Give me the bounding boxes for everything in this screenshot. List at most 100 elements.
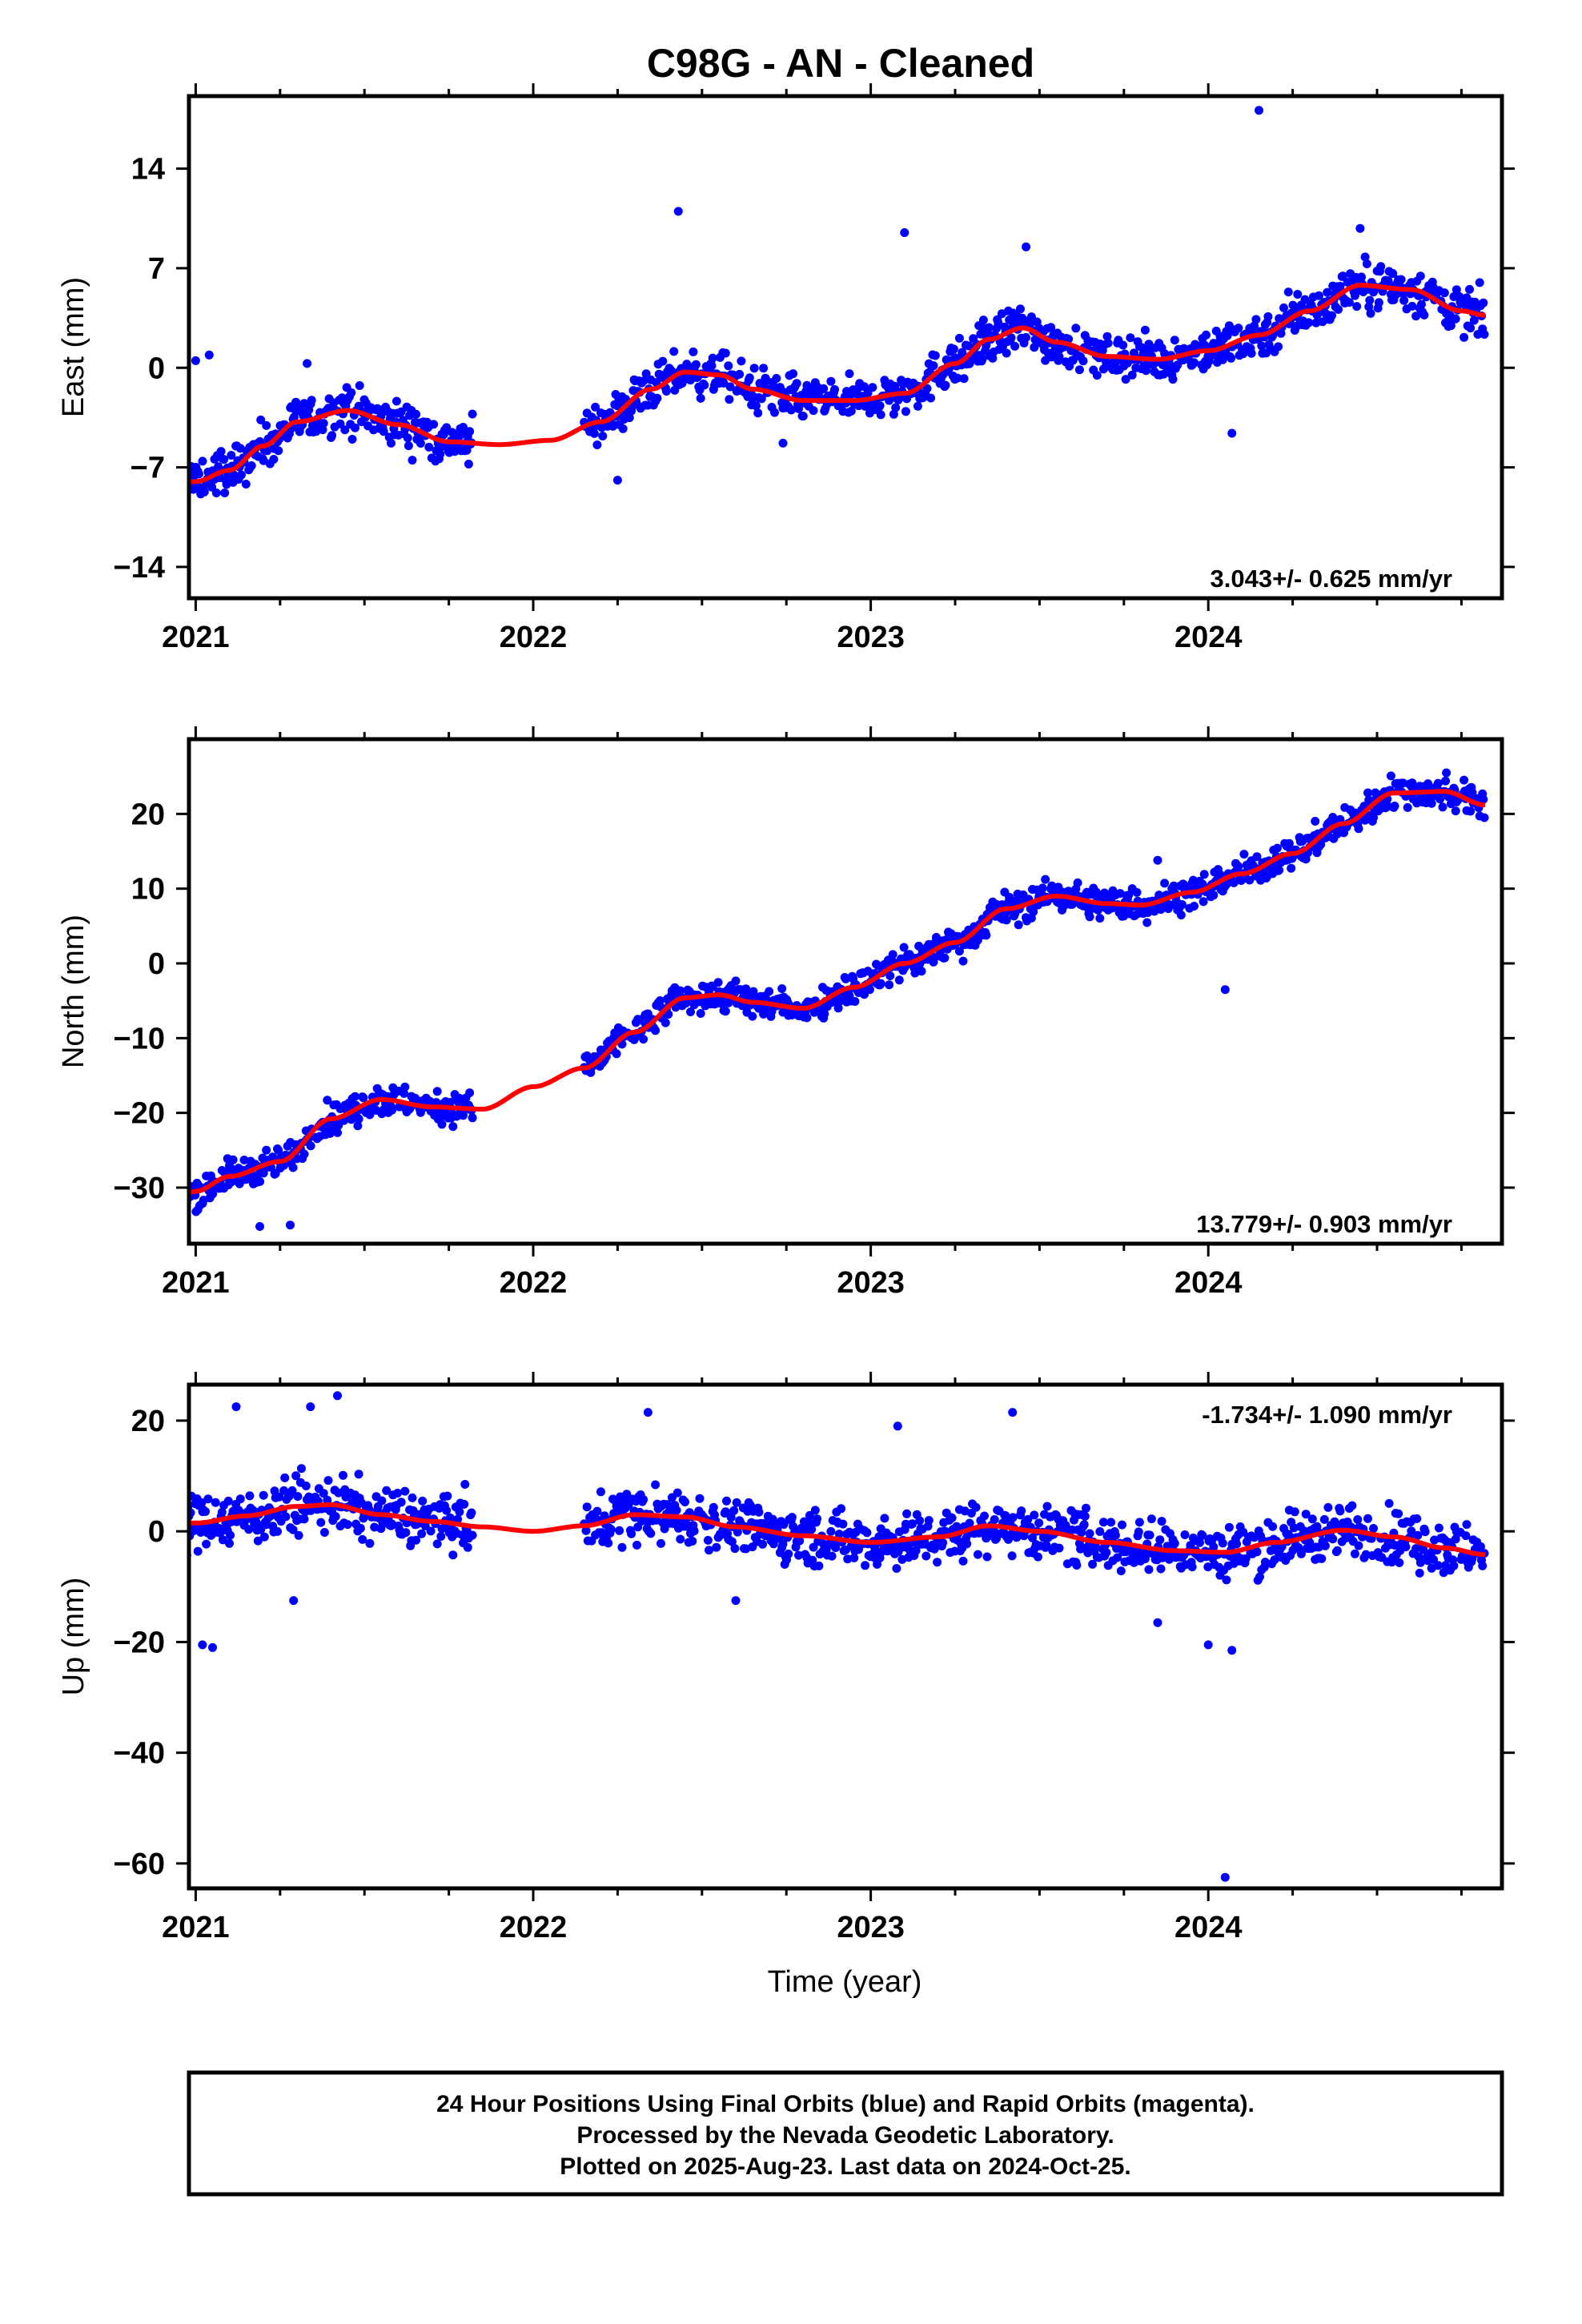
data-point [436,1532,446,1541]
data-point [1344,298,1354,308]
data-point [1412,1514,1422,1523]
data-point [1374,298,1383,308]
data-point [1118,1520,1126,1530]
data-point [331,1512,340,1522]
data-point [591,402,600,412]
data-point [1423,779,1433,789]
data-point [274,1145,283,1155]
data-point [387,438,396,448]
data-point [652,393,662,403]
data-point [354,1470,363,1479]
data-point [259,1532,269,1542]
data-point [219,455,229,464]
data-point [175,491,183,500]
y-tick-label: 10 [131,873,165,907]
data-point [1452,285,1461,295]
data-point [167,1530,176,1539]
y-tick-label: −7 [130,452,165,485]
data-point [262,420,271,430]
data-point-outlier [289,1596,299,1606]
data-point [1252,852,1262,862]
data-point-outlier [893,1421,902,1431]
data-point [1323,1502,1333,1512]
data-point [465,427,475,436]
data-point [173,468,182,477]
data-point [688,1537,697,1546]
data-point [1142,366,1150,376]
data-point [1023,1514,1033,1524]
data-point [1480,813,1489,822]
data-point [1415,1558,1425,1567]
data-point [1301,1510,1311,1519]
data-point [735,369,745,379]
x-tick-label: 2023 [837,1911,905,1944]
data-point [1279,303,1288,312]
data-point [1007,1551,1017,1561]
data-point [1395,1558,1404,1567]
data-point [256,415,266,424]
up-plot-frame [187,1382,1504,1891]
data-point [802,1013,812,1023]
data-point [655,996,665,1005]
data-point [748,1011,757,1021]
data-point [809,406,818,416]
data-point [420,1521,430,1530]
data-point [731,976,741,986]
data-point [339,1470,347,1480]
y-tick-label: 20 [131,1405,165,1438]
data-point [464,460,473,468]
data-point [170,1198,179,1207]
data-point [412,409,421,419]
data-point [287,1486,297,1495]
data-point [365,1538,375,1548]
data-point [627,1529,636,1538]
data-point [894,975,904,985]
x-tick-label: 2023 [837,1266,905,1300]
data-point [177,488,186,497]
data-point [1234,324,1243,333]
data-point [294,1530,303,1540]
data-point [1449,1561,1459,1570]
data-point [1022,332,1030,342]
data-point [179,485,187,493]
data-point [794,404,803,413]
data-point [784,1549,793,1558]
data-point [1178,900,1186,909]
data-point [262,1145,271,1155]
data-point [1202,330,1211,340]
data-point [273,1526,282,1536]
data-point-outlier [1255,106,1263,115]
data-point [938,1538,948,1547]
x-tick-label: 2021 [162,1911,230,1944]
data-point [681,1498,689,1506]
data-point [1222,1575,1231,1585]
data-point [391,396,401,406]
data-point [1042,1541,1051,1550]
data-point [1005,892,1014,902]
data-point [1116,1566,1126,1576]
data-point [639,1035,648,1044]
data-point [1160,879,1170,888]
data-point [1438,802,1447,812]
data-point [201,1507,210,1516]
data-point [1417,300,1426,309]
data-point [1465,284,1474,294]
footer-line-3: Plotted on 2025-Aug-23. Last data on 202… [560,2153,1131,2180]
data-point [901,407,910,416]
data-point [1334,304,1343,314]
data-point [672,1506,681,1515]
data-point [199,487,209,497]
data-point [1229,878,1239,887]
data-point [707,361,717,371]
data-point [194,469,203,479]
data-point [301,1482,311,1490]
data-point [323,1476,333,1486]
data-point [1002,915,1011,925]
data-point [455,1507,464,1517]
data-point [403,433,412,443]
data-point [1038,883,1047,893]
data-point [1399,296,1409,305]
data-point [709,1502,718,1512]
x-tick-label: 2022 [500,621,568,654]
data-point [1134,1518,1144,1527]
